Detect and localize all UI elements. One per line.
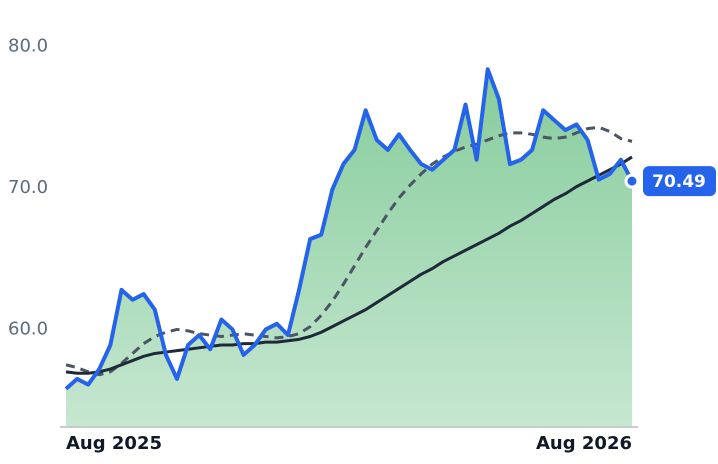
x-tick-label: Aug 2025 [66,433,162,454]
last-value-pill [643,166,716,197]
average-line [65,155,633,375]
y-tick-label: 80.0 [8,36,48,57]
last-value-label: 70.49 [652,172,706,192]
price-area [66,69,632,427]
price-line [64,67,634,391]
y-tick-label: 70.0 [8,177,48,198]
last-point [624,173,640,189]
x-tick-label: Aug 2026 [536,433,632,454]
y-tick-label: 60.0 [8,318,48,339]
